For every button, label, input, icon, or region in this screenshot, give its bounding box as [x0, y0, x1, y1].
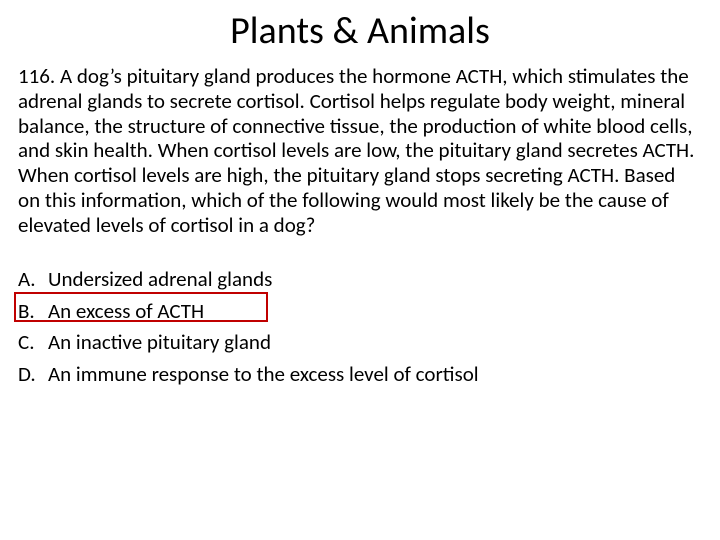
- answer-list: A. Undersized adrenal glands B. An exces…: [18, 265, 702, 389]
- answer-d: D. An immune response to the excess leve…: [18, 360, 702, 389]
- answer-text: An excess of ACTH: [48, 297, 702, 326]
- answer-letter: B.: [18, 297, 48, 326]
- answer-text: An inactive pituitary gland: [48, 328, 702, 357]
- question-text: 116. A dog’s pituitary gland produces th…: [18, 64, 702, 237]
- answer-b: B. An excess of ACTH: [18, 297, 702, 326]
- answer-text: An immune response to the excess level o…: [48, 360, 702, 389]
- answer-letter: D.: [18, 360, 48, 389]
- answer-letter: A.: [18, 265, 48, 294]
- answer-letter: C.: [18, 328, 48, 357]
- slide-title: Plants & Animals: [18, 8, 702, 54]
- answer-c: C. An inactive pituitary gland: [18, 328, 702, 357]
- answer-text: Undersized adrenal glands: [48, 265, 702, 294]
- answer-a: A. Undersized adrenal glands: [18, 265, 702, 294]
